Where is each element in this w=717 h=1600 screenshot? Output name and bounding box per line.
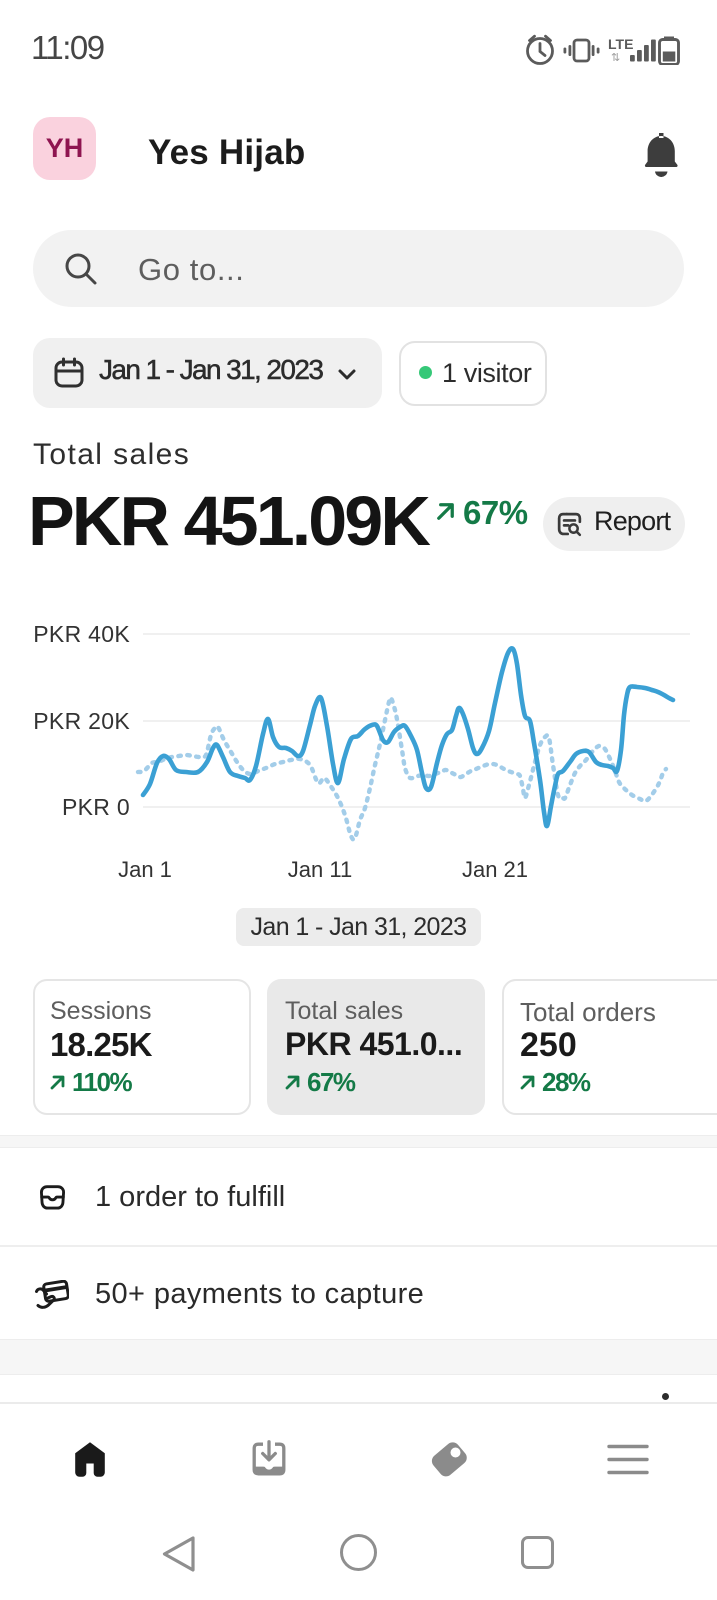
svg-text:⇅: ⇅ [611, 52, 620, 64]
svg-text:LTE: LTE [608, 36, 633, 52]
